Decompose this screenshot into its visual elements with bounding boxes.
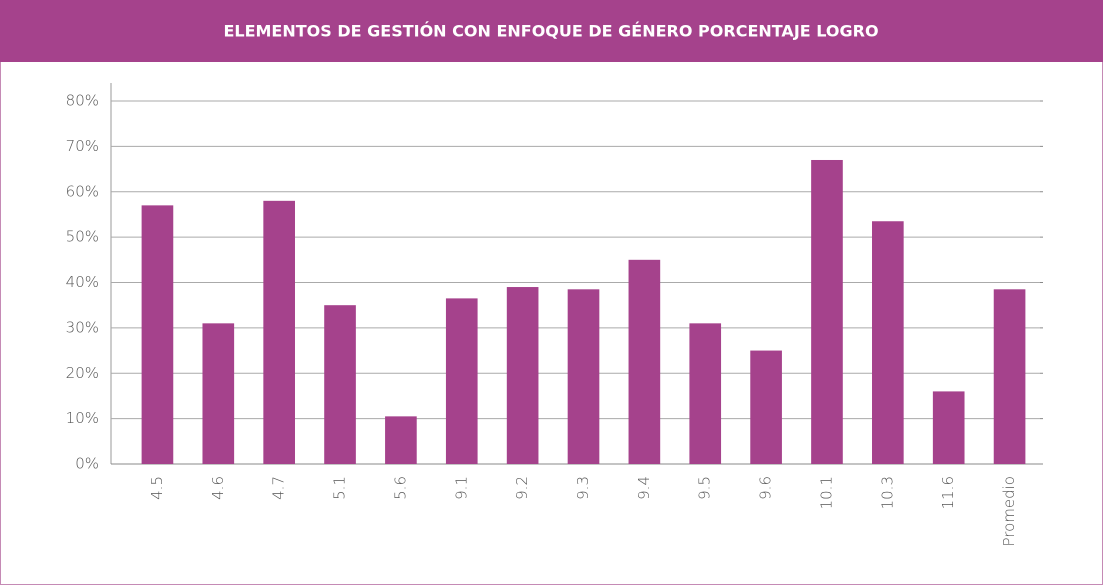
x-tick-label: 9.1 [452,476,470,500]
y-tick-label: 30% [66,318,99,336]
bar [932,391,965,464]
x-tick-label: 4.7 [270,476,288,500]
y-tick-label: 10% [66,409,99,427]
y-tick-label: 70% [66,137,99,155]
x-tick-label: 11.6 [939,476,957,509]
bar [324,305,356,464]
bar [263,200,295,464]
y-tick-label: 40% [66,273,99,291]
y-tick-label: 50% [66,228,99,246]
bar [567,289,600,464]
bar [993,289,1026,464]
x-tick-label: 9.3 [574,476,592,500]
bar [750,350,782,464]
y-tick-label: 80% [66,92,99,110]
header-band [0,0,1103,62]
x-tick-label: 10.1 [817,476,835,509]
x-tick-label: 4.5 [148,476,166,500]
x-tick-label: 4.6 [209,476,227,500]
bar [628,259,661,464]
chart-title: ELEMENTOS DE GESTIÓN CON ENFOQUE DE GÉNE… [223,22,878,41]
y-tick-label: 20% [66,364,99,382]
x-tick-label: 10.3 [878,476,896,509]
y-tick-label: 60% [66,182,99,200]
x-tick-label: 9.5 [696,476,714,500]
x-tick-label: 5.6 [391,476,409,500]
x-tick-label: 9.4 [635,476,653,500]
bar [689,323,722,464]
bar [445,298,478,464]
bar [141,205,174,465]
bar [811,159,843,465]
x-tick-label: 5.1 [331,476,349,500]
bar [872,221,904,464]
bar [385,416,417,464]
x-tick-label: 9.6 [757,476,775,500]
x-tick-label: Promedio [1000,476,1018,547]
bar [202,323,235,464]
x-tick-label: 9.2 [513,476,531,500]
bar [506,287,539,464]
y-tick-label: 0% [75,455,99,473]
